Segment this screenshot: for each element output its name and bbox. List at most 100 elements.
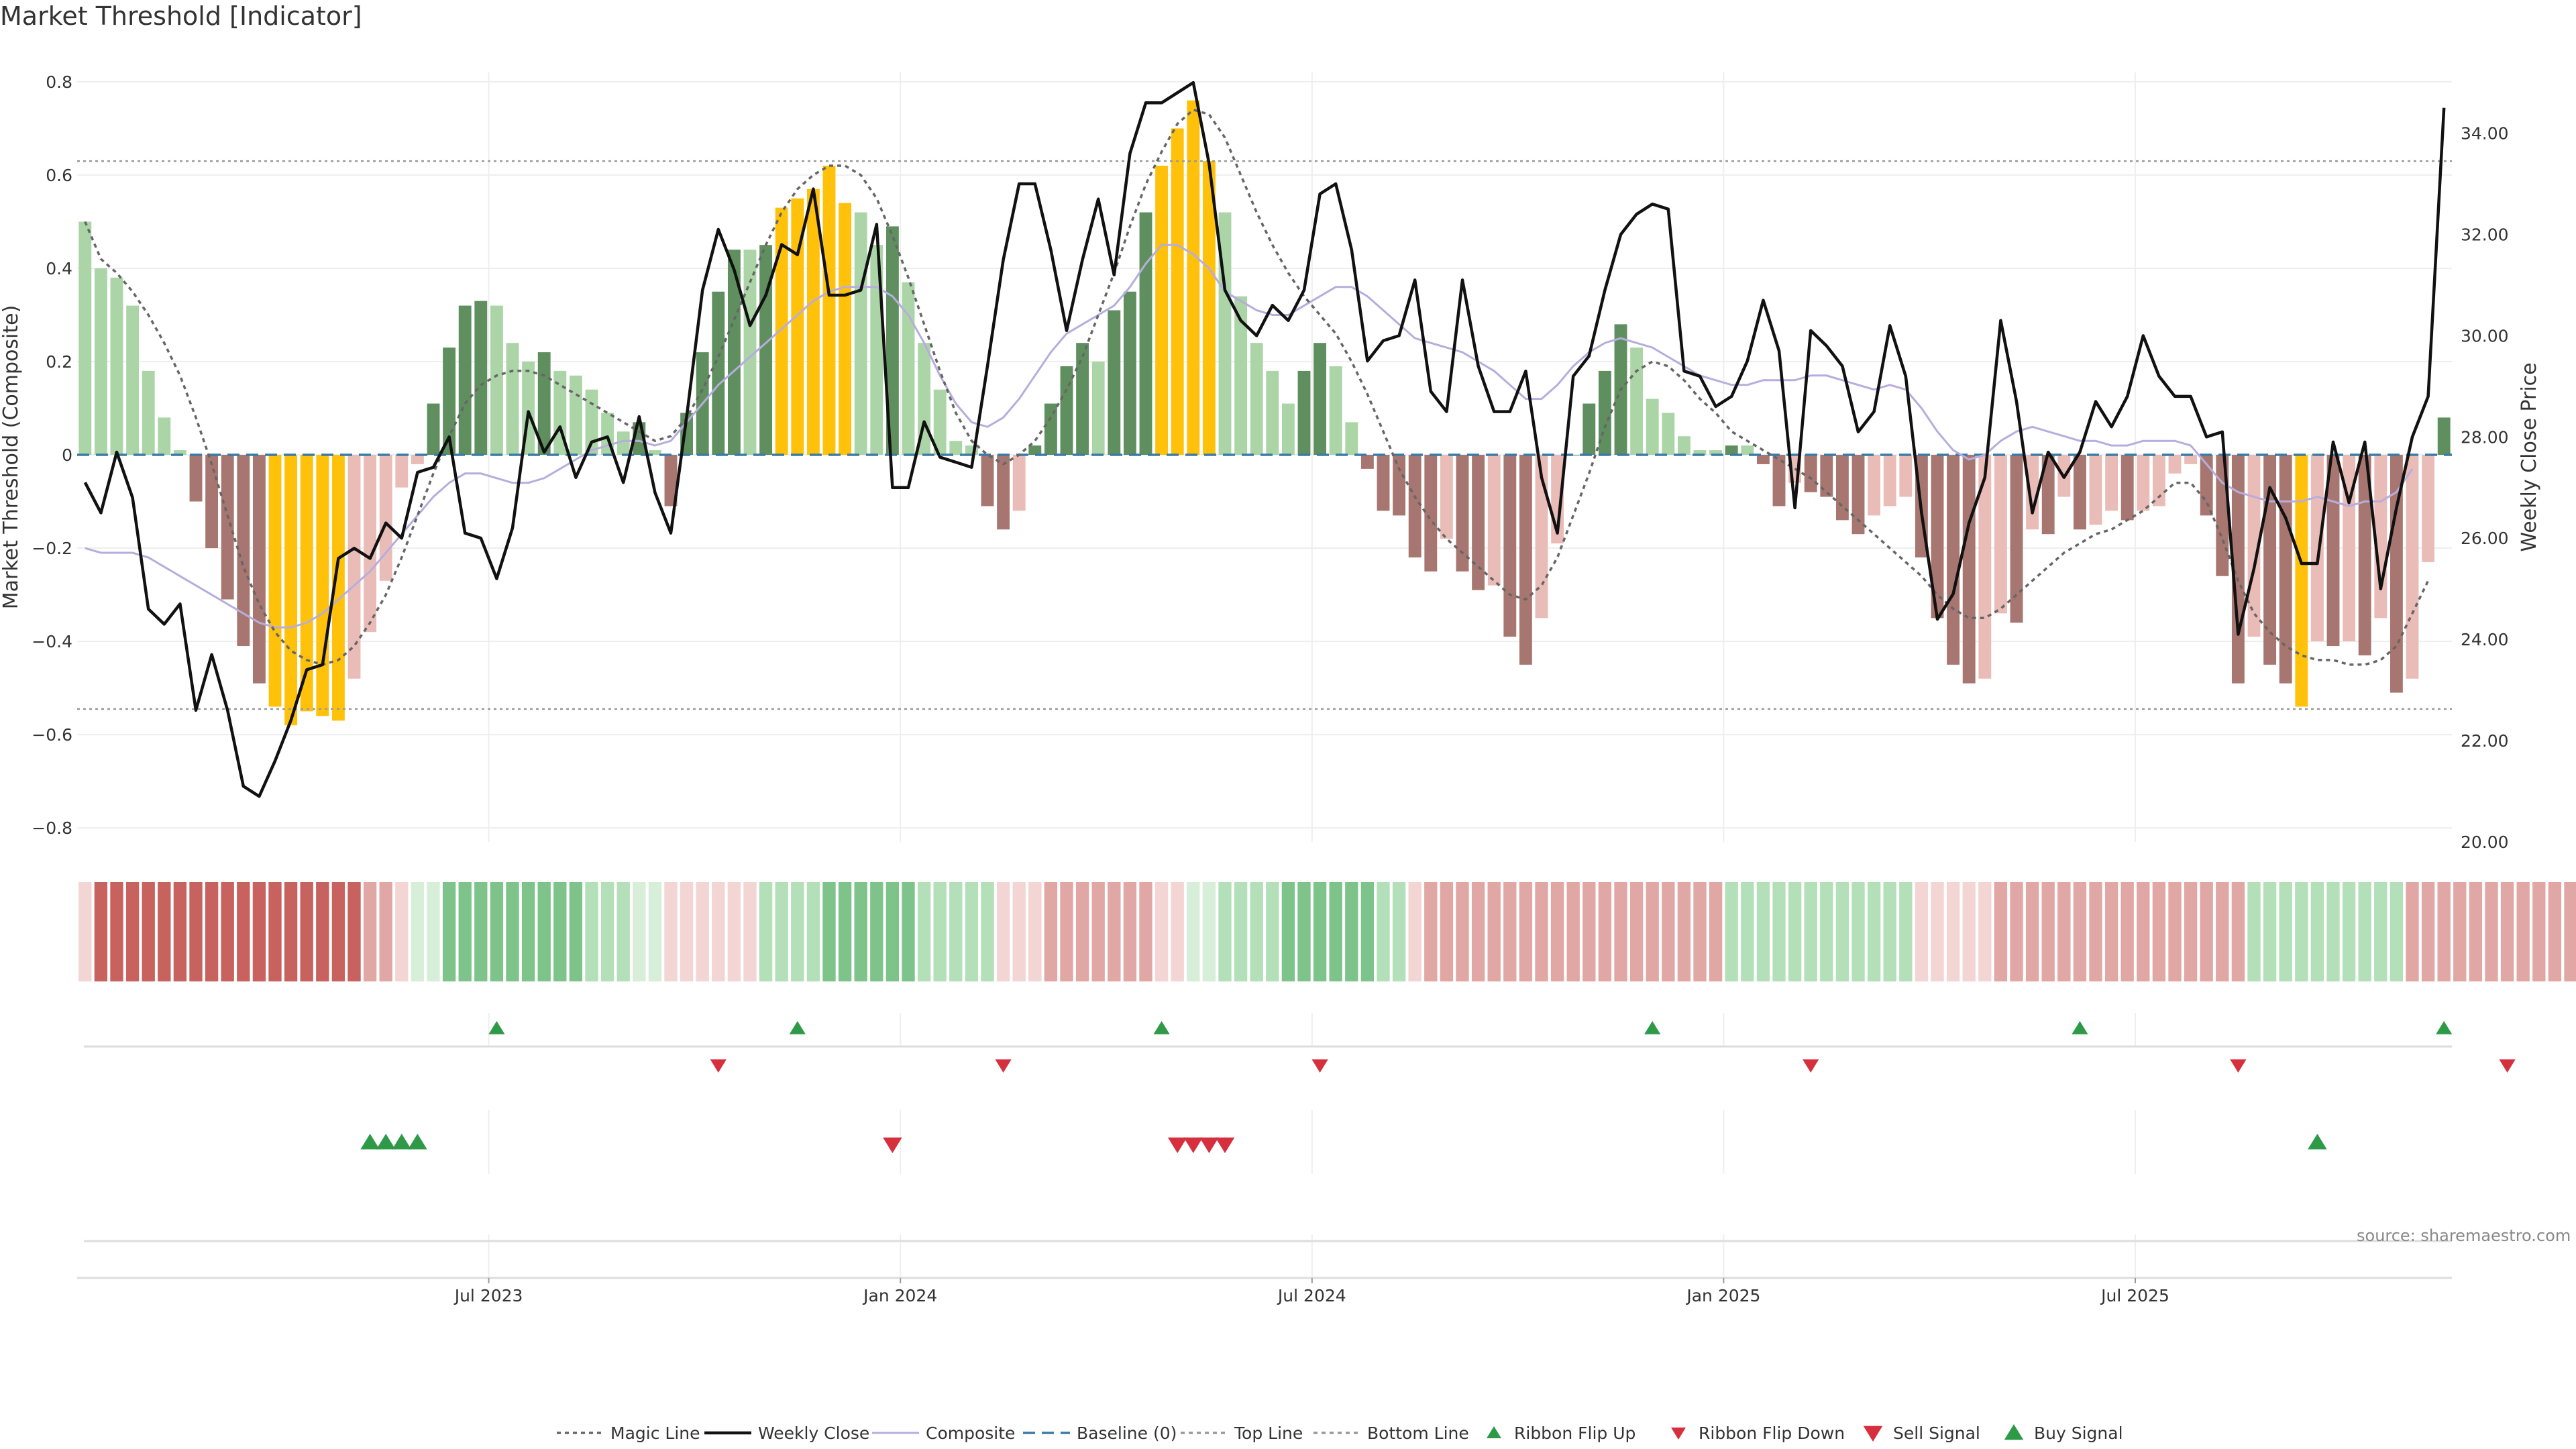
composite-bars: [78, 100, 2451, 726]
ribbon-cell: [1123, 882, 1137, 981]
ribbon-cell: [712, 882, 725, 981]
magic-line: [84, 108, 2430, 666]
x-tick-label: Jul 2024: [1277, 1286, 1346, 1305]
y2-tick-label: 28.00: [2461, 427, 2509, 447]
composite-bar: [1994, 455, 2007, 614]
composite-bar: [2121, 455, 2134, 521]
composite-bar: [1646, 398, 1659, 455]
composite-bar: [1962, 455, 1976, 684]
composite-bar: [997, 455, 1010, 530]
composite-bar: [1044, 403, 1057, 455]
buy-signal-marker: [392, 1134, 412, 1150]
composite-bar: [158, 417, 171, 455]
legend-label: Ribbon Flip Down: [1699, 1424, 1845, 1443]
ribbon-cell: [1313, 882, 1327, 981]
ribbon-cell: [1060, 882, 1073, 981]
ribbon-cell: [553, 882, 567, 981]
ribbon-cell: [363, 882, 377, 981]
y-axis-label: Market Threshold (Composite): [0, 305, 23, 610]
ribbon-flip-up-marker: [789, 1021, 806, 1034]
ribbon-cell: [1202, 882, 1216, 981]
ribbon-cell: [1662, 882, 1675, 981]
composite-bar: [1820, 455, 1833, 497]
y2-tick-label: 26.00: [2461, 529, 2509, 548]
composite-bar: [1408, 455, 1421, 557]
legend-marker: [1863, 1426, 1883, 1442]
ribbon-cell: [1978, 882, 1992, 981]
composite-bar: [743, 250, 757, 455]
ribbon-cell: [2310, 882, 2324, 981]
legend-item: Ribbon Flip Down: [1671, 1424, 1845, 1443]
y2-tick-label: 22.00: [2461, 731, 2509, 751]
composite-bar: [1662, 413, 1675, 455]
y-tick-label: −0.4: [32, 632, 72, 651]
ribbon-cell: [1424, 882, 1438, 981]
composite-bar: [1329, 366, 1342, 455]
composite-bar: [110, 277, 123, 455]
composite-bar: [2422, 455, 2435, 562]
ribbon-cell: [1503, 882, 1517, 981]
ribbon-cell: [1566, 882, 1580, 981]
y-tick-label: 0.4: [46, 259, 72, 278]
composite-bar: [237, 455, 250, 647]
ribbon-cell: [1155, 882, 1169, 981]
composite-bar: [949, 441, 963, 455]
buy-signal-marker: [360, 1134, 380, 1150]
composite-bar: [1756, 455, 1770, 464]
composite-bar: [1535, 455, 1548, 619]
legend-marker: [1487, 1426, 1501, 1438]
ribbon-cell: [585, 882, 598, 981]
composite-bar: [1060, 366, 1073, 455]
ribbon-cell: [2564, 882, 2576, 981]
ribbon-cell: [2532, 882, 2546, 981]
ribbon-cell: [2342, 882, 2356, 981]
ribbon-strip: [78, 882, 2576, 981]
ribbon-cell: [2295, 882, 2308, 981]
sell-signal-marker: [1199, 1137, 1219, 1153]
ribbon-cell: [1899, 882, 1913, 981]
composite-bar: [1931, 455, 1944, 619]
ribbon-cell: [1345, 882, 1358, 981]
ribbon-cell: [1519, 882, 1533, 981]
ribbon-cell: [1012, 882, 1026, 981]
composite-bar: [1741, 445, 1754, 455]
composite-bar: [822, 166, 836, 455]
composite-bar: [443, 347, 456, 455]
legend-item: Weekly Close: [704, 1424, 869, 1443]
ribbon-cell: [1028, 882, 1042, 981]
signal-markers: [84, 1134, 2452, 1242]
composite-bar: [1012, 455, 1026, 511]
composite-bar: [727, 250, 741, 455]
ribbon-cell: [2390, 882, 2404, 981]
ribbon-cell: [1629, 882, 1644, 981]
sell-signal-marker: [1167, 1137, 1187, 1153]
ribbon-cell: [189, 882, 203, 981]
ribbon-cell: [616, 882, 630, 981]
legend-item: Sell Signal: [1863, 1424, 1980, 1443]
ribbon-cell: [1535, 882, 1548, 981]
composite-bar: [1187, 100, 1200, 455]
ribbon-cell: [1187, 882, 1200, 981]
ribbon-cell: [1456, 882, 1469, 981]
ribbon-cell: [1709, 882, 1723, 981]
x-tick-label: Jan 2025: [1685, 1286, 1760, 1305]
x-tick-label: Jan 2024: [862, 1286, 937, 1305]
ribbon-cell: [1962, 882, 1976, 981]
ribbon-cell: [506, 882, 519, 981]
ribbon-cell: [442, 882, 456, 981]
ribbon-cell: [664, 882, 678, 981]
composite-bar: [1123, 291, 1136, 455]
composite-bar: [126, 305, 140, 455]
ribbon-flip-up-marker: [2072, 1021, 2088, 1034]
composite-bar: [1076, 343, 1089, 455]
ribbon-cell: [1408, 882, 1421, 981]
ribbon-cell: [1297, 882, 1311, 981]
ribbon-cell: [2073, 882, 2087, 981]
ribbon-cell: [902, 882, 915, 981]
ribbon-cell: [1250, 882, 1263, 981]
ribbon-cell: [885, 882, 900, 981]
ribbon-cell: [1756, 882, 1770, 981]
ribbon-cell: [854, 882, 867, 981]
ribbon-cell: [1392, 882, 1406, 981]
composite-bar: [1091, 361, 1105, 455]
